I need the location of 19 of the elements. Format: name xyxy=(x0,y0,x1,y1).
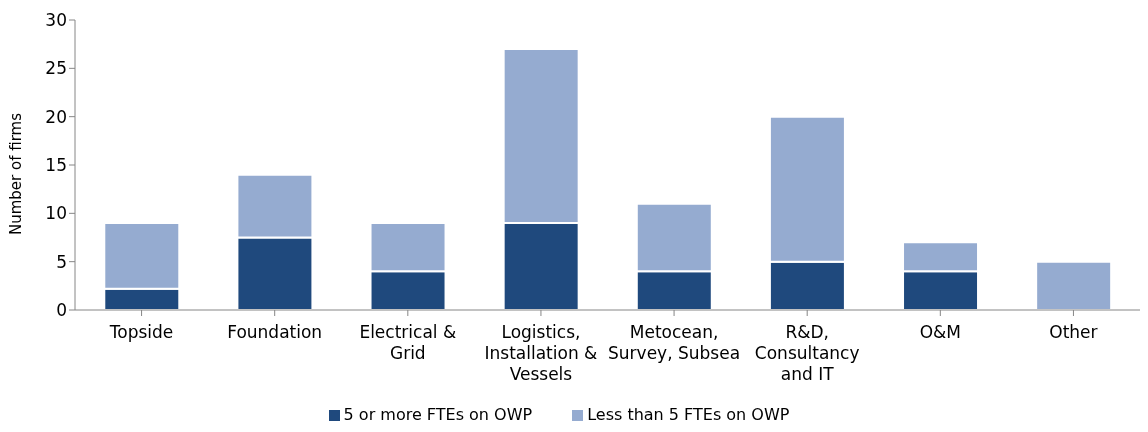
x-tick-label: Electrical & Grid xyxy=(359,322,457,363)
y-axis-title: Number of firms xyxy=(7,112,26,235)
x-tick-label: R&D, Consultancy and IT xyxy=(754,322,860,384)
bar xyxy=(1035,260,1113,310)
x-tick-label: Logistics, Installation & Vessels xyxy=(484,322,598,384)
y-tick-label: 15 xyxy=(45,155,67,176)
y-tick-label: 20 xyxy=(45,106,67,127)
x-tick-label: O&M xyxy=(919,322,961,342)
x-tick-label: Other xyxy=(1049,322,1098,342)
legend-label: Less than 5 FTEs on OWP xyxy=(587,405,790,424)
y-tick-label: 30 xyxy=(45,10,67,31)
y-tick-label: 0 xyxy=(56,300,67,321)
y-tick-label: 5 xyxy=(56,251,67,272)
legend-label: 5 or more FTEs on OWP xyxy=(343,405,533,424)
y-tick-label: 25 xyxy=(45,58,67,79)
x-tick-label: Foundation xyxy=(227,322,323,342)
x-tick-label: Metocean, Survey, Subsea xyxy=(608,322,741,363)
y-tick-label: 10 xyxy=(45,203,67,224)
x-tick-label: Topside xyxy=(108,322,174,342)
